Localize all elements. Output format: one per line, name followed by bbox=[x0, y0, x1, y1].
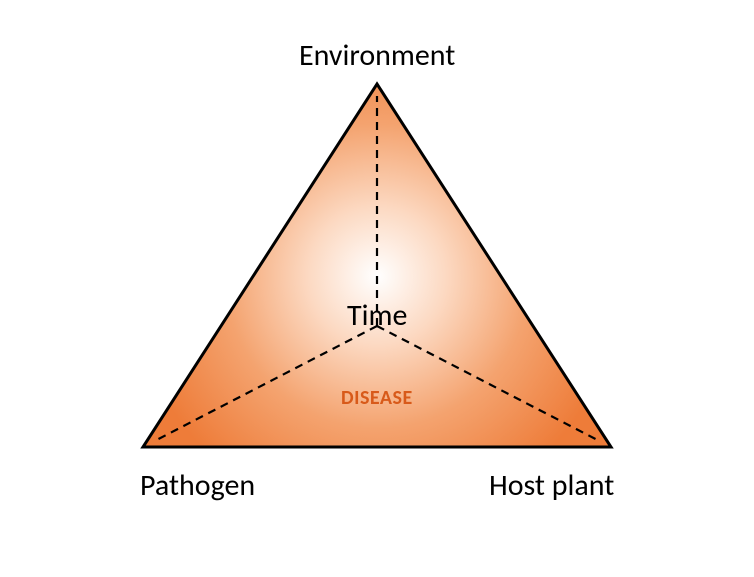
label-disease: DISEASE bbox=[341, 386, 413, 410]
label-time: Time bbox=[347, 297, 407, 334]
label-host-plant: Host plant bbox=[489, 467, 614, 504]
label-environment: Environment bbox=[299, 37, 455, 74]
disease-triangle-svg bbox=[0, 0, 754, 577]
label-pathogen: Pathogen bbox=[140, 467, 255, 504]
